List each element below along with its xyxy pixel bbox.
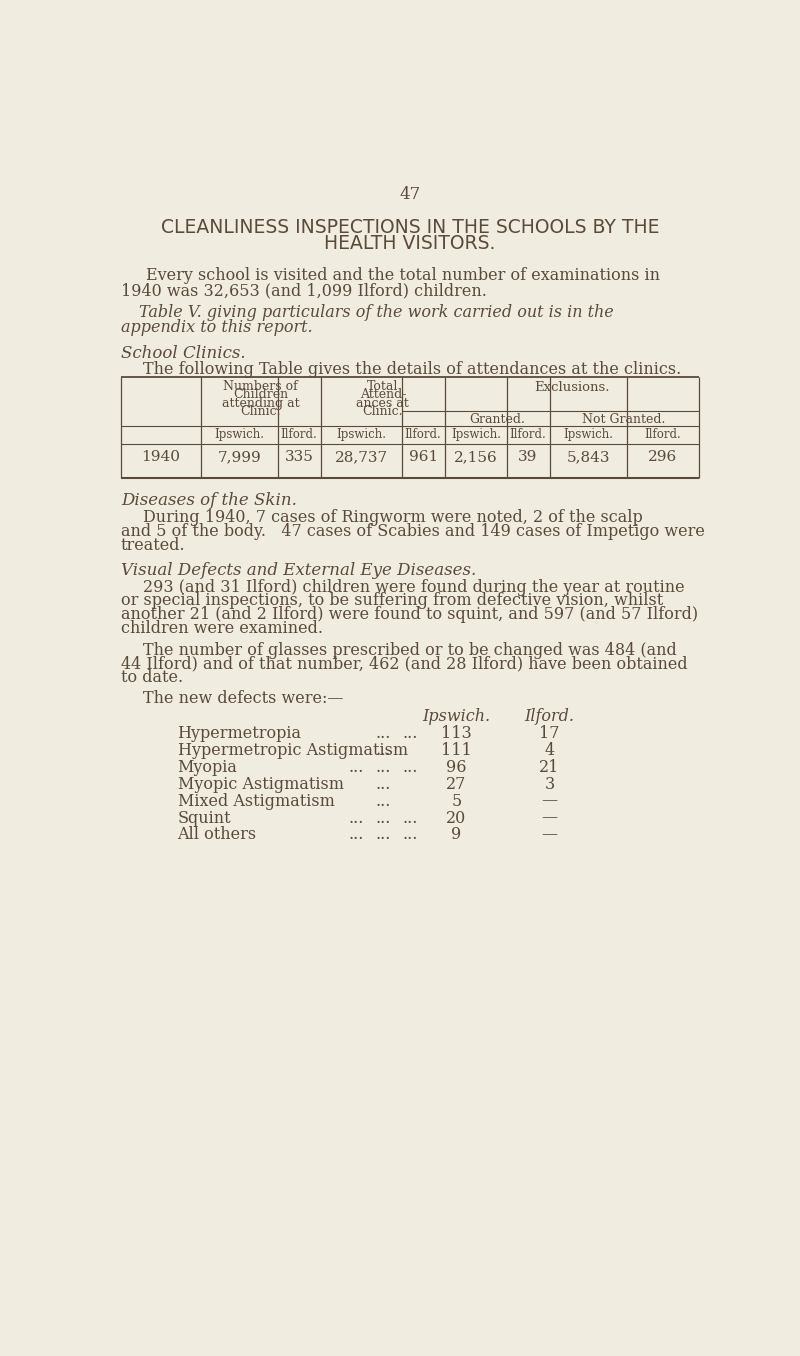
Text: to date.: to date. [121, 670, 183, 686]
Text: Mixed Astigmatism: Mixed Astigmatism [178, 792, 334, 810]
Text: 4: 4 [545, 742, 554, 759]
Text: HEALTH VISITORS.: HEALTH VISITORS. [324, 235, 496, 254]
Text: 2,156: 2,156 [454, 450, 498, 464]
Text: Ipswich.: Ipswich. [422, 708, 490, 725]
Text: 27: 27 [446, 776, 466, 793]
Text: Ilford.: Ilford. [644, 428, 681, 441]
Text: Myopic Astigmatism: Myopic Astigmatism [178, 776, 343, 793]
Text: —: — [542, 826, 558, 843]
Text: Attend-: Attend- [360, 388, 406, 401]
Text: 20: 20 [446, 810, 466, 827]
Text: 335: 335 [285, 450, 314, 464]
Text: Ipswich.: Ipswich. [336, 428, 386, 441]
Text: ances at: ances at [357, 397, 410, 410]
Text: School Clinics.: School Clinics. [121, 346, 246, 362]
Text: and 5 of the body.   47 cases of Scabies and 149 cases of Impetigo were: and 5 of the body. 47 cases of Scabies a… [121, 523, 705, 540]
Text: 296: 296 [648, 450, 678, 464]
Text: attending at: attending at [222, 397, 299, 410]
Text: treated.: treated. [121, 537, 186, 555]
Text: ...: ... [402, 725, 418, 742]
Text: All others: All others [178, 826, 257, 843]
Text: Numbers of: Numbers of [223, 380, 298, 393]
Text: ...: ... [375, 759, 390, 776]
Text: 961: 961 [409, 450, 438, 464]
Text: children were examined.: children were examined. [121, 620, 323, 637]
Text: The number of glasses prescribed or to be changed was 484 (and: The number of glasses prescribed or to b… [142, 641, 676, 659]
Text: ...: ... [375, 792, 390, 810]
Text: During 1940, 7 cases of Ringworm were noted, 2 of the scalp: During 1940, 7 cases of Ringworm were no… [142, 510, 642, 526]
Text: ...: ... [348, 759, 363, 776]
Text: 293 (and 31 Ilford) children were found during the year at routine: 293 (and 31 Ilford) children were found … [142, 579, 684, 595]
Text: ...: ... [402, 826, 418, 843]
Text: Clinic.: Clinic. [240, 405, 281, 418]
Text: Exclusions.: Exclusions. [534, 381, 610, 395]
Text: Ipswich.: Ipswich. [563, 428, 614, 441]
Text: Ipswich.: Ipswich. [451, 428, 501, 441]
Text: Ipswich.: Ipswich. [214, 428, 265, 441]
Text: Not Granted.: Not Granted. [582, 414, 666, 426]
Text: ...: ... [348, 810, 363, 827]
Text: 1940 was 32,653 (and 1,099 Ilford) children.: 1940 was 32,653 (and 1,099 Ilford) child… [121, 282, 486, 300]
Text: Clinic.: Clinic. [362, 405, 403, 418]
Text: —: — [542, 792, 558, 810]
Text: Hypermetropic Astigmatism: Hypermetropic Astigmatism [178, 742, 408, 759]
Text: 96: 96 [446, 759, 466, 776]
Text: Ilford.: Ilford. [405, 428, 442, 441]
Text: CLEANLINESS INSPECTIONS IN THE SCHOOLS BY THE: CLEANLINESS INSPECTIONS IN THE SCHOOLS B… [161, 218, 659, 237]
Text: Total: Total [367, 380, 398, 393]
Text: 44 Ilford) and of that number, 462 (and 28 Ilford) have been obtained: 44 Ilford) and of that number, 462 (and … [121, 655, 687, 673]
Text: ...: ... [375, 742, 390, 759]
Text: ...: ... [402, 810, 418, 827]
Text: Diseases of the Skin.: Diseases of the Skin. [121, 492, 297, 510]
Text: or special inspections, to be suffering from defective vision, whilst: or special inspections, to be suffering … [121, 593, 663, 609]
Text: 5: 5 [451, 792, 462, 810]
Text: —: — [542, 810, 558, 827]
Text: ...: ... [375, 826, 390, 843]
Text: The new defects were:—: The new defects were:— [142, 690, 343, 708]
Text: 17: 17 [539, 725, 560, 742]
Text: 1940: 1940 [141, 450, 180, 464]
Text: Visual Defects and External Eye Diseases.: Visual Defects and External Eye Diseases… [121, 561, 476, 579]
Text: Ilford.: Ilford. [281, 428, 318, 441]
Text: appendix to this report.: appendix to this report. [121, 319, 313, 336]
Text: 111: 111 [441, 742, 472, 759]
Text: ...: ... [375, 810, 390, 827]
Text: 3: 3 [544, 776, 554, 793]
Text: Hypermetropia: Hypermetropia [178, 725, 302, 742]
Text: ...: ... [375, 776, 390, 793]
Text: Squint: Squint [178, 810, 231, 827]
Text: Children: Children [233, 388, 288, 401]
Text: 113: 113 [441, 725, 472, 742]
Text: Myopia: Myopia [178, 759, 238, 776]
Text: Ilford.: Ilford. [510, 428, 546, 441]
Text: 21: 21 [539, 759, 560, 776]
Text: Ilford.: Ilford. [525, 708, 574, 725]
Text: 5,843: 5,843 [566, 450, 610, 464]
Text: 9: 9 [451, 826, 462, 843]
Text: Every school is visited and the total number of examinations in: Every school is visited and the total nu… [146, 267, 661, 283]
Text: 39: 39 [518, 450, 538, 464]
Text: 28,737: 28,737 [334, 450, 388, 464]
Text: 47: 47 [399, 186, 421, 203]
Text: 7,999: 7,999 [218, 450, 262, 464]
Text: ...: ... [375, 725, 390, 742]
Text: Table V. giving particulars of the work carried out is in the: Table V. giving particulars of the work … [138, 304, 614, 320]
Text: another 21 (and 2 Ilford) were found to squint, and 597 (and 57 Ilford): another 21 (and 2 Ilford) were found to … [121, 606, 698, 624]
Text: ...: ... [402, 759, 418, 776]
Text: Granted.: Granted. [469, 414, 525, 426]
Text: The following Table gives the details of attendances at the clinics.: The following Table gives the details of… [142, 362, 681, 378]
Text: ...: ... [348, 826, 363, 843]
